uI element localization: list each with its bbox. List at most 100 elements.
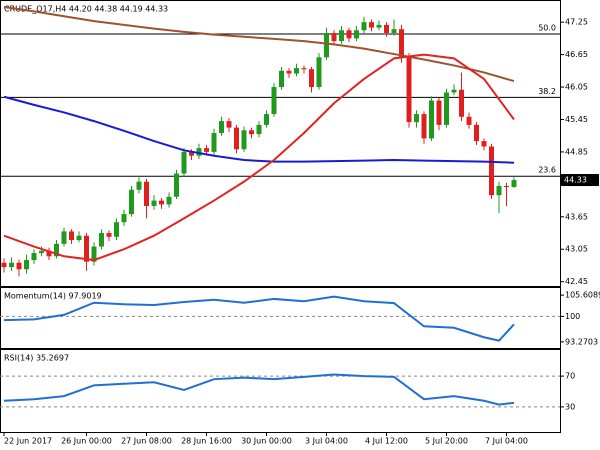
candle-body — [1, 262, 7, 268]
x-tick-label: 7 Jul 04:00 — [485, 437, 528, 446]
candle-body — [151, 200, 157, 206]
y-tick-label: 44.85 — [565, 147, 588, 156]
x-tick-label: 3 Jul 04:00 — [305, 437, 348, 446]
y-tick-label: 43.65 — [565, 212, 588, 221]
y-tick-label: 46.65 — [565, 50, 588, 59]
candle-body — [76, 235, 82, 241]
candle-body — [91, 246, 97, 262]
candle-body — [384, 24, 389, 33]
price-tag-label: 44.33 — [564, 176, 587, 185]
y-tick-label: 30 — [565, 402, 575, 411]
fib-label: 38.2 — [538, 87, 556, 96]
y-tick-label: 45.45 — [565, 115, 588, 124]
y-tick-label: 43.05 — [565, 245, 588, 254]
candle-body — [436, 100, 442, 125]
candle-body — [159, 200, 164, 205]
x-tick-label: 4 Jul 12:00 — [365, 437, 408, 446]
candle-body — [414, 114, 419, 123]
candle-body — [189, 151, 194, 156]
candle-body — [346, 30, 352, 39]
y-tick-label: 105.6089 — [565, 291, 600, 300]
candle-body — [211, 132, 217, 152]
candle-body — [481, 141, 487, 147]
candle-body — [489, 146, 494, 196]
y-tick-label: 100 — [565, 312, 580, 321]
candle-body — [421, 114, 427, 139]
candle-body — [84, 235, 89, 262]
candle-body — [444, 92, 449, 125]
candle-body — [31, 253, 37, 261]
candle-body — [241, 130, 247, 150]
candle-body — [399, 29, 404, 58]
x-tick-label: 27 Jun 08:00 — [121, 437, 172, 446]
candle-body — [114, 222, 119, 237]
candle-body — [354, 30, 359, 39]
candle-body — [204, 148, 209, 152]
candle-body — [271, 87, 277, 115]
candle-body — [219, 121, 224, 133]
candle-body — [324, 32, 329, 58]
x-tick-label: 28 Jun 16:00 — [181, 437, 232, 446]
candle-body — [376, 24, 382, 28]
candle-body — [121, 214, 127, 223]
fib-label: 50.0 — [538, 24, 556, 33]
x-tick-label: 22 Jun 2017 — [4, 437, 52, 446]
candle-body — [54, 243, 59, 257]
candle-body — [181, 151, 187, 174]
candle-body — [46, 250, 52, 257]
candle-body — [406, 57, 412, 123]
panel-title: RSI(14) 35.2697 — [4, 354, 69, 363]
candle-body — [69, 231, 74, 241]
candle-body — [106, 233, 112, 237]
y-tick-label: 70 — [565, 372, 575, 381]
y-tick-label: 47.25 — [565, 18, 588, 27]
indicator-line — [3, 95, 515, 164]
indicator-line — [3, 6, 515, 83]
panel-frame — [0, 287, 561, 349]
candle-body — [174, 173, 179, 197]
candle-body — [331, 32, 337, 42]
x-tick-label: 5 Jul 20:00 — [425, 437, 468, 446]
candle-body — [459, 89, 464, 117]
candle-body — [249, 130, 254, 135]
price-tag — [561, 174, 599, 187]
indicator-line — [3, 373, 515, 406]
candle-body — [361, 22, 367, 31]
candle-body — [466, 116, 472, 125]
candle-body — [286, 70, 292, 74]
candle-body — [39, 250, 44, 254]
candle-body — [309, 69, 314, 88]
y-tick-label: 93.2703 — [565, 337, 598, 346]
candle-body — [226, 121, 232, 128]
candle-body — [9, 262, 14, 268]
indicator-line — [3, 295, 515, 342]
candle-body — [294, 68, 299, 74]
candle-body — [61, 231, 67, 244]
candle-body — [451, 89, 457, 93]
candle-body — [166, 196, 172, 205]
candle-body — [264, 114, 269, 125]
panel-title: CRUDE_Q17,H4 44.20 44.38 44.19 44.33 — [4, 5, 168, 14]
candle-body — [279, 70, 284, 88]
candle-body — [256, 124, 262, 135]
y-tick-label: 46.05 — [565, 83, 588, 92]
candle-body — [496, 185, 502, 196]
indicator-line — [3, 53, 515, 262]
candle-body — [369, 22, 374, 28]
candle-body — [99, 233, 104, 247]
candle-body — [129, 189, 134, 215]
candle-body — [339, 30, 344, 42]
candle-body — [144, 181, 149, 206]
x-tick-label: 26 Jun 00:00 — [61, 437, 112, 446]
panel-frame — [0, 0, 561, 287]
candle-body — [234, 127, 239, 150]
panel-title: Momentum(14) 97.9019 — [4, 292, 102, 301]
y-tick-label: 42.45 — [565, 277, 588, 286]
candle-body — [511, 180, 517, 188]
candle-body — [24, 260, 29, 270]
fib-label: 23.6 — [538, 166, 556, 175]
candle-body — [429, 100, 434, 139]
candle-body — [196, 148, 202, 156]
